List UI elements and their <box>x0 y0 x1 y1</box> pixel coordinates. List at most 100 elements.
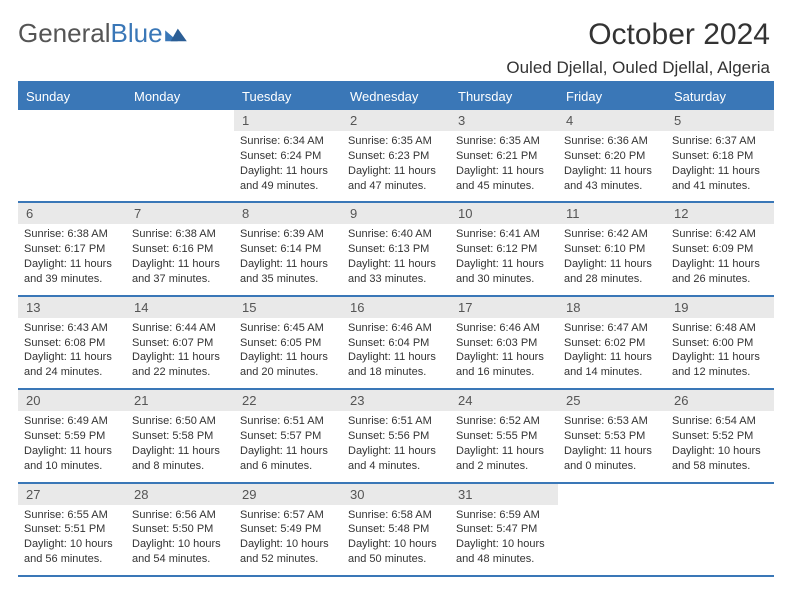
sunrise-text: Sunrise: 6:45 AM <box>240 321 338 336</box>
daylight-text: Daylight: 11 hours and 49 minutes. <box>240 164 338 194</box>
day-details: Sunrise: 6:37 AMSunset: 6:18 PMDaylight:… <box>672 134 770 193</box>
calendar-cell: 11 Sunrise: 6:42 AMSunset: 6:10 PMDayligh… <box>558 203 666 294</box>
day-number: 30 <box>342 484 450 505</box>
day-number: 29 <box>234 484 342 505</box>
day-number <box>558 484 666 490</box>
day-details: Sunrise: 6:43 AMSunset: 6:08 PMDaylight:… <box>24 321 122 380</box>
day-number <box>18 110 126 116</box>
daylight-text: Daylight: 11 hours and 26 minutes. <box>672 257 770 287</box>
sunset-text: Sunset: 6:24 PM <box>240 149 338 164</box>
day-number: 15 <box>234 297 342 318</box>
day-details: Sunrise: 6:52 AMSunset: 5:55 PMDaylight:… <box>456 414 554 473</box>
calendar-cell <box>18 110 126 201</box>
day-details: Sunrise: 6:47 AMSunset: 6:02 PMDaylight:… <box>564 321 662 380</box>
sunset-text: Sunset: 6:07 PM <box>132 336 230 351</box>
day-number: 1 <box>234 110 342 131</box>
day-details: Sunrise: 6:53 AMSunset: 5:53 PMDaylight:… <box>564 414 662 473</box>
calendar-cell: 16Sunrise: 6:46 AMSunset: 6:04 PMDayligh… <box>342 297 450 388</box>
day-number: 3 <box>450 110 558 131</box>
sunrise-text: Sunrise: 6:42 AM <box>564 227 662 242</box>
day-number: 21 <box>126 390 234 411</box>
day-number: 9 <box>342 203 450 224</box>
daylight-text: Daylight: 11 hours and 20 minutes. <box>240 350 338 380</box>
calendar-cell: 14 Sunrise: 6:44 AMSunset: 6:07 PMDayligh… <box>126 297 234 388</box>
daylight-text: Daylight: 11 hours and 10 minutes. <box>24 444 122 474</box>
daylight-text: Daylight: 11 hours and 6 minutes. <box>240 444 338 474</box>
sunset-text: Sunset: 5:55 PM <box>456 429 554 444</box>
day-number: 23 <box>342 390 450 411</box>
day-number: 22 <box>234 390 342 411</box>
day-number: 11 <box>558 203 666 224</box>
day-details: Sunrise: 6:58 AMSunset: 5:48 PMDaylight:… <box>348 508 446 567</box>
sunset-text: Sunset: 5:57 PM <box>240 429 338 444</box>
header: October 2024 Ouled Djellal, Ouled Djella… <box>506 18 770 78</box>
calendar-cell <box>666 484 774 575</box>
sunrise-text: Sunrise: 6:37 AM <box>672 134 770 149</box>
sunrise-text: Sunrise: 6:57 AM <box>240 508 338 523</box>
sunset-text: Sunset: 6:05 PM <box>240 336 338 351</box>
sunrise-text: Sunrise: 6:41 AM <box>456 227 554 242</box>
calendar-cell: 28Sunrise: 6:56 AMSunset: 5:50 PMDayligh… <box>126 484 234 575</box>
calendar-week: 27 Sunrise: 6:55 AMSunset: 5:51 PMDayligh… <box>18 484 774 577</box>
daylight-text: Daylight: 11 hours and 8 minutes. <box>132 444 230 474</box>
daylight-text: Daylight: 10 hours and 48 minutes. <box>456 537 554 567</box>
sunrise-text: Sunrise: 6:58 AM <box>348 508 446 523</box>
calendar-cell <box>558 484 666 575</box>
day-number: 2 <box>342 110 450 131</box>
sunrise-text: Sunrise: 6:49 AM <box>24 414 122 429</box>
calendar-cell: 1 Sunrise: 6:34 AMSunset: 6:24 PMDaylight… <box>234 110 342 201</box>
sunrise-text: Sunrise: 6:39 AM <box>240 227 338 242</box>
sunset-text: Sunset: 5:49 PM <box>240 522 338 537</box>
sunset-text: Sunset: 6:08 PM <box>24 336 122 351</box>
day-number: 4 <box>558 110 666 131</box>
sunrise-text: Sunrise: 6:50 AM <box>132 414 230 429</box>
daylight-text: Daylight: 11 hours and 39 minutes. <box>24 257 122 287</box>
sunset-text: Sunset: 6:18 PM <box>672 149 770 164</box>
sunrise-text: Sunrise: 6:38 AM <box>24 227 122 242</box>
daylight-text: Daylight: 10 hours and 58 minutes. <box>672 444 770 474</box>
daylight-text: Daylight: 11 hours and 45 minutes. <box>456 164 554 194</box>
day-details: Sunrise: 6:39 AMSunset: 6:14 PMDaylight:… <box>240 227 338 286</box>
day-details: Sunrise: 6:59 AMSunset: 5:47 PMDaylight:… <box>456 508 554 567</box>
calendar-cell: 22Sunrise: 6:51 AMSunset: 5:57 PMDayligh… <box>234 390 342 481</box>
calendar-cell: 27 Sunrise: 6:55 AMSunset: 5:51 PMDayligh… <box>18 484 126 575</box>
sunrise-text: Sunrise: 6:34 AM <box>240 134 338 149</box>
day-number: 20 <box>18 390 126 411</box>
day-number: 5 <box>666 110 774 131</box>
day-number: 27 <box>18 484 126 505</box>
sunrise-text: Sunrise: 6:35 AM <box>348 134 446 149</box>
sunset-text: Sunset: 6:03 PM <box>456 336 554 351</box>
daylight-text: Daylight: 11 hours and 33 minutes. <box>348 257 446 287</box>
day-details: Sunrise: 6:45 AMSunset: 6:05 PMDaylight:… <box>240 321 338 380</box>
calendar-cell: 10Sunrise: 6:41 AMSunset: 6:12 PMDayligh… <box>450 203 558 294</box>
sunrise-text: Sunrise: 6:54 AM <box>672 414 770 429</box>
sunset-text: Sunset: 6:10 PM <box>564 242 662 257</box>
calendar-header-row: Sunday Monday Tuesday Wednesday Thursday… <box>18 83 774 110</box>
daylight-text: Daylight: 10 hours and 50 minutes. <box>348 537 446 567</box>
sunrise-text: Sunrise: 6:59 AM <box>456 508 554 523</box>
calendar-week: 20 Sunrise: 6:49 AMSunset: 5:59 PMDayligh… <box>18 390 774 483</box>
day-number: 17 <box>450 297 558 318</box>
day-details: Sunrise: 6:38 AMSunset: 6:16 PMDaylight:… <box>132 227 230 286</box>
calendar-cell: 9Sunrise: 6:40 AMSunset: 6:13 PMDaylight… <box>342 203 450 294</box>
day-details: Sunrise: 6:44 AMSunset: 6:07 PMDaylight:… <box>132 321 230 380</box>
calendar: Sunday Monday Tuesday Wednesday Thursday… <box>18 81 774 577</box>
logo-text: GeneralBlue <box>18 18 163 49</box>
day-details: Sunrise: 6:55 AMSunset: 5:51 PMDaylight:… <box>24 508 122 567</box>
day-number: 19 <box>666 297 774 318</box>
day-number <box>666 484 774 490</box>
day-details: Sunrise: 6:42 AMSunset: 6:10 PMDaylight:… <box>564 227 662 286</box>
sunrise-text: Sunrise: 6:40 AM <box>348 227 446 242</box>
day-number: 14 <box>126 297 234 318</box>
calendar-cell: 19 Sunrise: 6:48 AMSunset: 6:00 PMDayligh… <box>666 297 774 388</box>
day-details: Sunrise: 6:49 AMSunset: 5:59 PMDaylight:… <box>24 414 122 473</box>
sunrise-text: Sunrise: 6:55 AM <box>24 508 122 523</box>
sunset-text: Sunset: 5:50 PM <box>132 522 230 537</box>
calendar-cell: 13Sunrise: 6:43 AMSunset: 6:08 PMDayligh… <box>18 297 126 388</box>
calendar-cell: 7Sunrise: 6:38 AMSunset: 6:16 PMDaylight… <box>126 203 234 294</box>
calendar-week: 1Sunrise: 6:34 AMSunset: 6:24 PMDaylight… <box>18 110 774 203</box>
daylight-text: Daylight: 11 hours and 28 minutes. <box>564 257 662 287</box>
day-details: Sunrise: 6:48 AMSunset: 6:00 PMDaylight:… <box>672 321 770 380</box>
sunset-text: Sunset: 6:04 PM <box>348 336 446 351</box>
calendar-cell: 4Sunrise: 6:36 AMSunset: 6:20 PMDaylight… <box>558 110 666 201</box>
